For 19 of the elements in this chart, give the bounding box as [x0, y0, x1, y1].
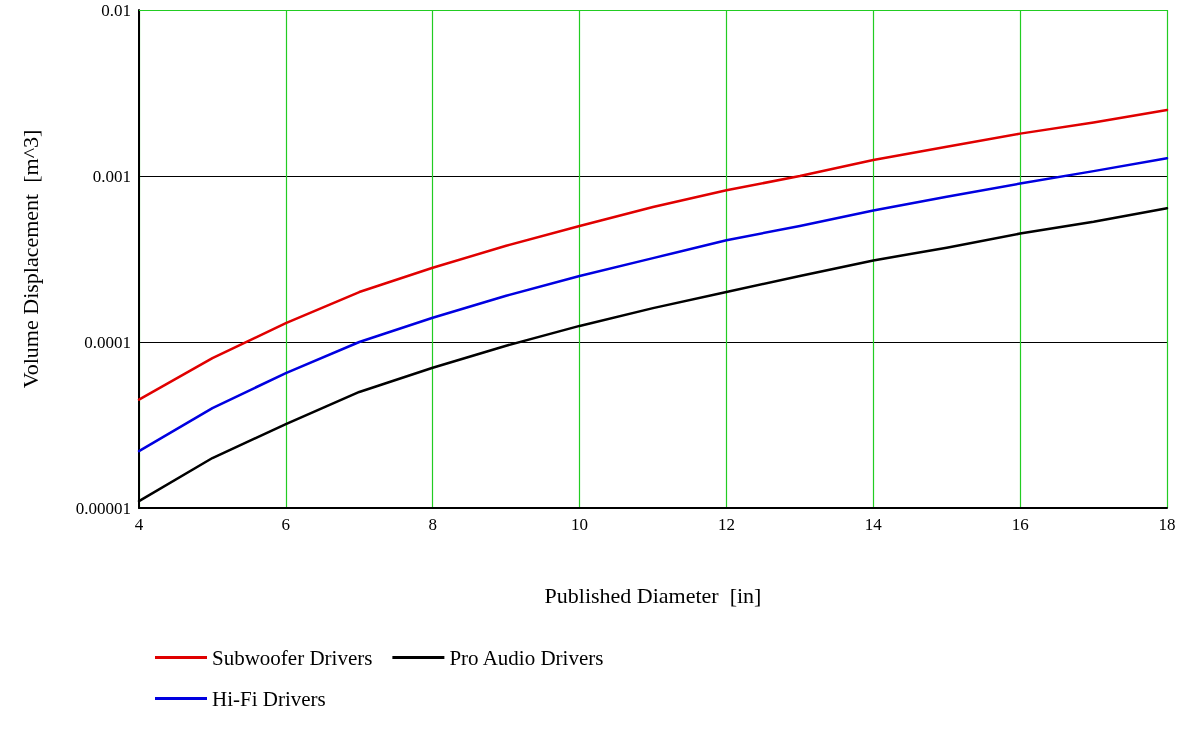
legend-label: Subwoofer Drivers: [212, 645, 373, 670]
x-axis-title: Published Diameter [in]: [544, 582, 762, 608]
legend-label: Pro Audio Drivers: [449, 645, 604, 670]
x-tick-label: 6: [281, 515, 291, 534]
line-series: [137, 108, 1169, 401]
line-series: [137, 156, 1169, 453]
y-tick-label: 0.0001: [84, 332, 131, 352]
y-tick-label: 0.01: [101, 0, 131, 20]
y-tick-label: 0.00001: [75, 498, 131, 518]
legend-label: Hi-Fi Drivers: [212, 686, 326, 711]
x-tick-label: 14: [864, 515, 883, 534]
x-tick-label: 10: [571, 515, 589, 534]
x-tick-label: 8: [428, 515, 437, 534]
x-tick-label: 4: [134, 515, 144, 534]
x-tick-label: 16: [1011, 515, 1029, 534]
x-tick-label: 12: [717, 515, 735, 534]
y-axis-title: Volume Displacement [m^3]: [17, 129, 43, 389]
x-tick-label: 18: [1158, 515, 1176, 534]
y-tick-label: 0.001: [92, 166, 131, 186]
